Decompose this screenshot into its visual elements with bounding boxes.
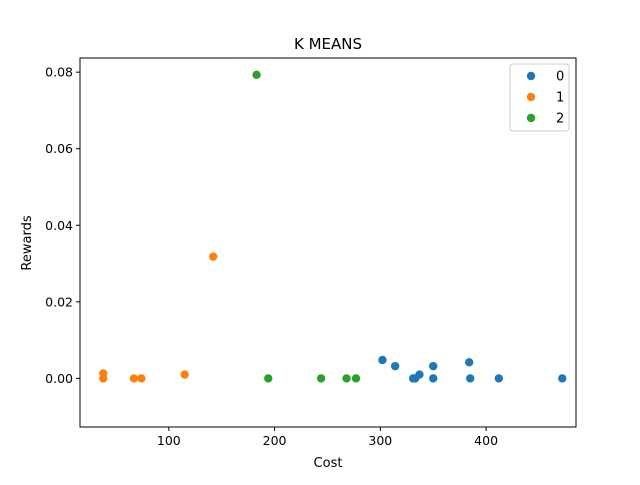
point-series-0-6 (429, 374, 438, 383)
point-series-0-7 (464, 358, 474, 367)
point-series-2-0 (252, 70, 261, 80)
point-series-2-4 (351, 374, 361, 383)
point-series-1-3 (137, 374, 146, 383)
point-series-2-1 (264, 374, 273, 383)
point-series-0-5 (429, 361, 438, 371)
legend-label-0: 0 (556, 70, 564, 85)
x-axis-ticks: 100 200 300 400 (157, 427, 498, 448)
point-series-1-1 (99, 374, 108, 383)
point-series-1-2 (129, 374, 139, 383)
point-series-0-0 (378, 355, 387, 365)
point-series-1-5 (209, 252, 218, 261)
point-series-0-8 (466, 374, 475, 383)
point-series-0-9 (494, 374, 503, 383)
point-series-0-1 (390, 361, 400, 371)
chart-title: K MEANS (294, 35, 362, 53)
y-axis-label: Rewards (20, 215, 35, 270)
legend-label-1: 1 (556, 91, 564, 106)
points-layer (99, 70, 567, 383)
y-tick-label-4: 0.08 (45, 65, 73, 80)
point-series-1-4 (180, 370, 189, 379)
plot-frame (79, 57, 577, 428)
x-tick-label-2: 300 (368, 433, 392, 448)
legend-box (509, 63, 570, 132)
point-series-0-4 (415, 370, 424, 379)
x-tick-label-0: 100 (157, 433, 181, 448)
y-tick-label-0: 0.00 (45, 371, 73, 386)
point-series-0-10 (558, 374, 567, 383)
y-tick-label-3: 0.06 (45, 141, 73, 156)
point-series-2-3 (342, 374, 351, 383)
legend: 0 1 2 (509, 63, 570, 132)
legend-marker-0 (526, 71, 536, 81)
point-series-2-2 (316, 374, 326, 383)
y-tick-label-2: 0.04 (45, 218, 73, 233)
y-tick-label-1: 0.02 (45, 294, 73, 309)
legend-label-2: 2 (556, 112, 564, 127)
x-tick-label-1: 200 (263, 433, 287, 448)
legend-marker-1 (526, 92, 536, 102)
x-tick-label-3: 400 (474, 433, 498, 448)
x-axis-label: Cost (314, 456, 343, 471)
legend-marker-2 (526, 113, 536, 123)
y-axis-ticks: 0.00 0.02 0.04 0.06 0.08 (45, 65, 80, 386)
